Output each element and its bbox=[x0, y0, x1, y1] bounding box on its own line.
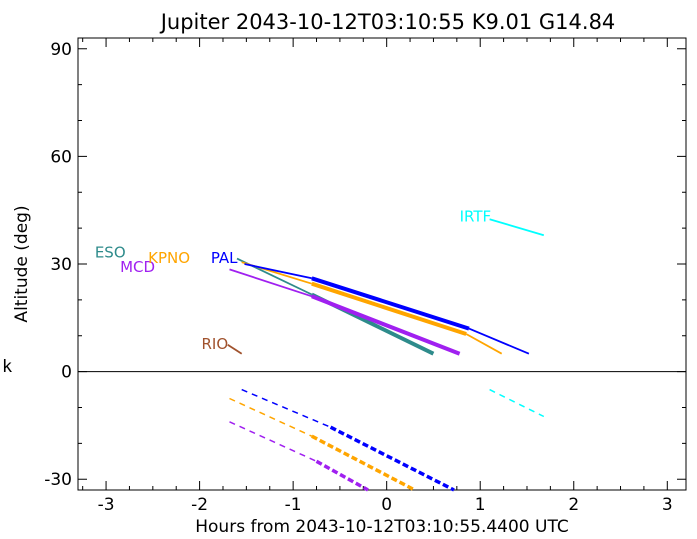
y-tick-label: 30 bbox=[50, 255, 72, 275]
series-kpno-line-thick bbox=[311, 281, 467, 336]
x-axis-label: Hours from 2043-10-12T03:10:55.4400 UTC bbox=[195, 517, 568, 537]
series-mcd-line-thick bbox=[311, 294, 461, 356]
axis-layer: -3 -2 -1 0 1 2 3 -30 0 30 60 90 bbox=[44, 38, 686, 515]
series-label-kpno: KPNO bbox=[148, 249, 190, 267]
series-pal-line-thin-end bbox=[468, 327, 530, 355]
y-tick-label: 60 bbox=[50, 147, 72, 167]
x-tick-label: 3 bbox=[662, 495, 673, 515]
x-tick-label: 1 bbox=[475, 495, 486, 515]
chart-title: Jupiter 2043-10-12T03:10:55 K9.01 G14.84 bbox=[159, 10, 616, 34]
y-tick-label: -30 bbox=[44, 470, 72, 490]
series-pal-dashed-thick bbox=[329, 425, 455, 492]
series-kpno-dashed-thick bbox=[310, 434, 416, 492]
series-mcd-dashed-thick bbox=[315, 459, 369, 492]
side-mark-label: k bbox=[2, 357, 12, 377]
series-label-pal: PAL bbox=[211, 249, 238, 267]
series-label-eso: ESO bbox=[95, 243, 126, 261]
x-tick-label: 2 bbox=[568, 495, 579, 515]
x-tick-label: -3 bbox=[98, 495, 115, 515]
y-tick-label: 0 bbox=[61, 363, 72, 383]
x-tick-label: -1 bbox=[285, 495, 302, 515]
x-tick-label: 0 bbox=[381, 495, 392, 515]
series-pal-line-thin bbox=[244, 263, 312, 280]
series-layer bbox=[227, 218, 545, 492]
series-kpno-line-thin-end bbox=[465, 333, 503, 355]
series-irtf-line-thin bbox=[489, 218, 545, 237]
series-kpno-dashed bbox=[229, 397, 313, 437]
series-mcd-line-thin bbox=[229, 268, 313, 298]
series-rio-line-thin bbox=[227, 343, 243, 355]
series-label-rio: RIO bbox=[201, 335, 228, 353]
series-pal-line-thick bbox=[311, 276, 470, 331]
series-mcd-dashed bbox=[229, 421, 317, 462]
series-pal-dashed bbox=[241, 388, 331, 428]
y-axis-label: Altitude (deg) bbox=[12, 205, 32, 322]
x-tick-label: -2 bbox=[191, 495, 208, 515]
y-tick-label: 90 bbox=[50, 40, 72, 60]
series-label-irtf: IRTF bbox=[460, 208, 492, 226]
series-label-mcd: MCD bbox=[120, 258, 155, 276]
